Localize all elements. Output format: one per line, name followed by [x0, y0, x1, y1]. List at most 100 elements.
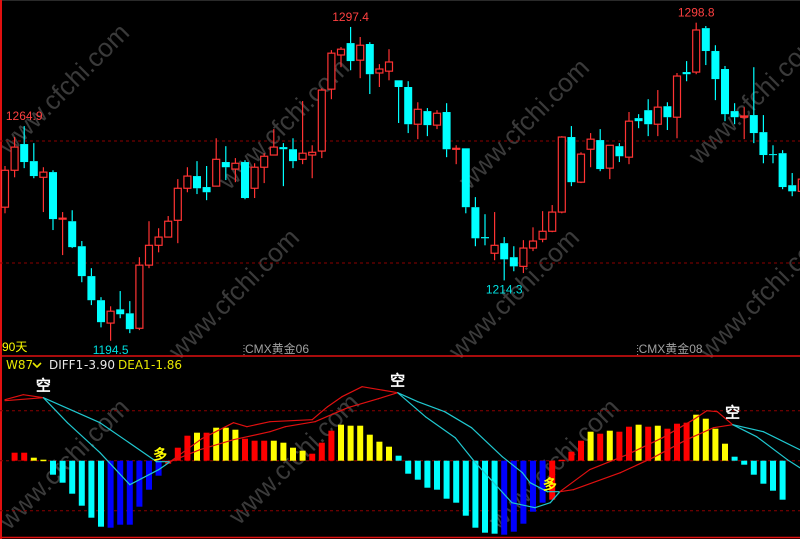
chevron-down-icon[interactable] [32, 362, 42, 369]
histogram-bar [50, 460, 56, 475]
short-signal-label: 空 [725, 404, 740, 422]
histogram-bar [126, 460, 133, 525]
candle-body-down [634, 118, 643, 122]
candle [144, 221, 154, 269]
histogram-bar [539, 460, 546, 503]
low-price-label: 1194.5 [93, 343, 129, 357]
macd-fast-line-segment [4, 394, 24, 401]
candle-body-down [289, 149, 297, 162]
histogram-bar [405, 460, 412, 474]
histogram-bar [280, 442, 287, 461]
candle-body-down [500, 243, 509, 260]
candle [692, 22, 701, 75]
histogram-bar [530, 460, 536, 512]
macd-slow-line-segment [42, 397, 101, 424]
candle [164, 216, 173, 238]
candle-body-up [375, 68, 384, 74]
candle-body-down [663, 106, 672, 118]
period-label[interactable]: 90天 [2, 340, 27, 354]
watermark-text: www.cfchi.com [692, 222, 800, 365]
macd-fast-line-segment [716, 411, 734, 426]
histogram-bar [194, 432, 200, 461]
candle-body-up [135, 264, 144, 329]
candle [701, 26, 710, 66]
candle-body-down [481, 237, 489, 239]
macd-slow-line-segment [619, 457, 654, 474]
candle [39, 167, 48, 213]
candle [538, 211, 547, 243]
candle [557, 136, 566, 214]
candle-body-down [68, 221, 77, 248]
histogram-bar [338, 424, 344, 461]
histogram-bar [203, 432, 210, 461]
candle-body-down [778, 153, 787, 188]
macd-fast-line-segment [311, 406, 329, 421]
macd-fast-line-segment [756, 436, 789, 461]
histogram-bar [366, 434, 373, 461]
macd-slow-line-segment [501, 456, 524, 474]
candle [317, 88, 326, 159]
candle [500, 237, 509, 281]
histogram-bar [702, 418, 709, 461]
candle [519, 240, 528, 274]
histogram-bar [674, 423, 680, 461]
macd-fast-line-segment [474, 462, 513, 504]
candle-body-up [452, 147, 461, 150]
candle [241, 160, 249, 200]
macd-slow-line-segment [732, 424, 765, 433]
histogram-bar [510, 460, 517, 532]
histogram-bar [136, 460, 143, 507]
histogram-bar [597, 433, 604, 461]
candle [634, 114, 643, 129]
histogram-bar [11, 452, 18, 461]
histogram-bar [251, 440, 258, 461]
macd-slow-line-segment [572, 472, 621, 491]
macd-fast-line-segment [66, 422, 101, 454]
candle-body-down [116, 309, 125, 315]
candle-body-down [615, 146, 624, 157]
histogram-bar [654, 425, 661, 461]
candle [413, 102, 422, 140]
histogram-bar [731, 456, 738, 461]
candle-body-up [173, 187, 182, 221]
candle-body-up [317, 89, 326, 152]
candle-body-down [461, 148, 470, 208]
histogram-bar [472, 460, 479, 528]
indicator-name[interactable]: W87 [6, 358, 33, 372]
histogram-bar [328, 430, 335, 461]
candle [778, 150, 787, 190]
candle [615, 143, 624, 163]
candle-body-down [365, 44, 374, 75]
macd-fast-line-segment [549, 491, 561, 504]
high-price-label: 1297.4 [332, 10, 369, 24]
candle [672, 72, 682, 139]
candle [212, 138, 221, 187]
macd-fast-line-segment [454, 437, 476, 464]
dea-value: -1.86 [151, 358, 182, 372]
histogram-bar [21, 452, 28, 461]
candle [586, 133, 595, 168]
histogram-bar [395, 455, 402, 461]
candle [730, 103, 739, 125]
candle [77, 241, 86, 283]
candle [769, 145, 777, 164]
candle [759, 115, 768, 164]
contract-label: CMX黄金08 [639, 341, 703, 356]
histogram-bar [664, 428, 671, 461]
histogram-bar [242, 438, 248, 461]
long-signal-label: 多 [543, 477, 557, 494]
candle-body-down [442, 112, 451, 150]
histogram-bar [357, 425, 364, 461]
histogram-bar [434, 460, 440, 490]
candle [173, 179, 182, 244]
histogram-bar [453, 460, 460, 503]
candle-body-up [231, 162, 240, 170]
macd-fast-line-segment [732, 424, 758, 438]
candle [346, 26, 355, 71]
candle [260, 153, 269, 184]
histogram-bar [213, 427, 220, 461]
histogram-bar [683, 422, 690, 461]
macd-fast-line-segment [246, 421, 271, 428]
candle-body-up [260, 155, 269, 168]
candle-body-down [567, 137, 576, 183]
